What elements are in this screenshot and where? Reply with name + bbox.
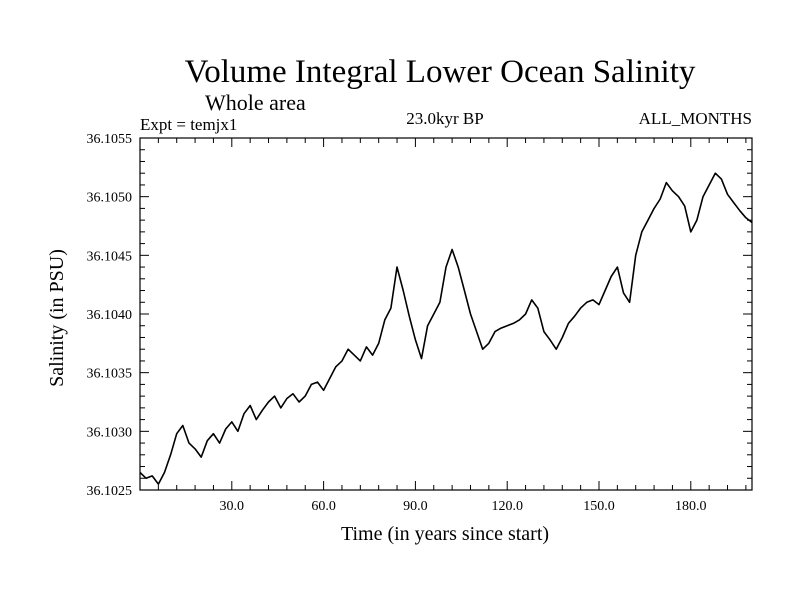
x-axis-label: Time (in years since start) xyxy=(341,523,549,545)
x-tick-label: 120.0 xyxy=(491,499,523,514)
y-tick-label: 36.1035 xyxy=(87,367,133,382)
plot-border xyxy=(139,137,753,491)
x-tick-label: 90.0 xyxy=(403,499,428,514)
y-axis-label: Salinity (in PSU) xyxy=(46,249,68,387)
y-tick-label: 36.1030 xyxy=(87,425,133,440)
y-tick-label: 36.1045 xyxy=(87,249,133,264)
period-label: 23.0kyr BP xyxy=(406,109,483,128)
y-tick-label: 36.1025 xyxy=(87,484,133,499)
x-tick-label: 180.0 xyxy=(675,499,707,514)
plot-frame xyxy=(139,137,753,491)
series-line xyxy=(139,172,753,485)
chart-title: Volume Integral Lower Ocean Salinity xyxy=(185,54,696,90)
experiment-label: Expt = temjx1 xyxy=(140,115,237,134)
season-label: ALL_MONTHS xyxy=(639,109,752,128)
x-axis: 30.0 60.0 90.0 120.0 150.0 180.0 xyxy=(157,138,747,514)
y-tick-label: 36.1055 xyxy=(87,132,133,147)
x-tick-label: 30.0 xyxy=(220,499,245,514)
y-axis: 36.1025 36.1030 36.1035 36.1040 36.1045 36.10… xyxy=(87,132,752,499)
y-tick-label: 36.1050 xyxy=(87,191,133,206)
y-tick-label: 36.1040 xyxy=(87,308,133,323)
x-tick-label: 60.0 xyxy=(311,499,336,514)
x-tick-label: 150.0 xyxy=(583,499,615,514)
chart-subtitle: Whole area xyxy=(205,90,306,115)
series-layer xyxy=(139,172,753,485)
